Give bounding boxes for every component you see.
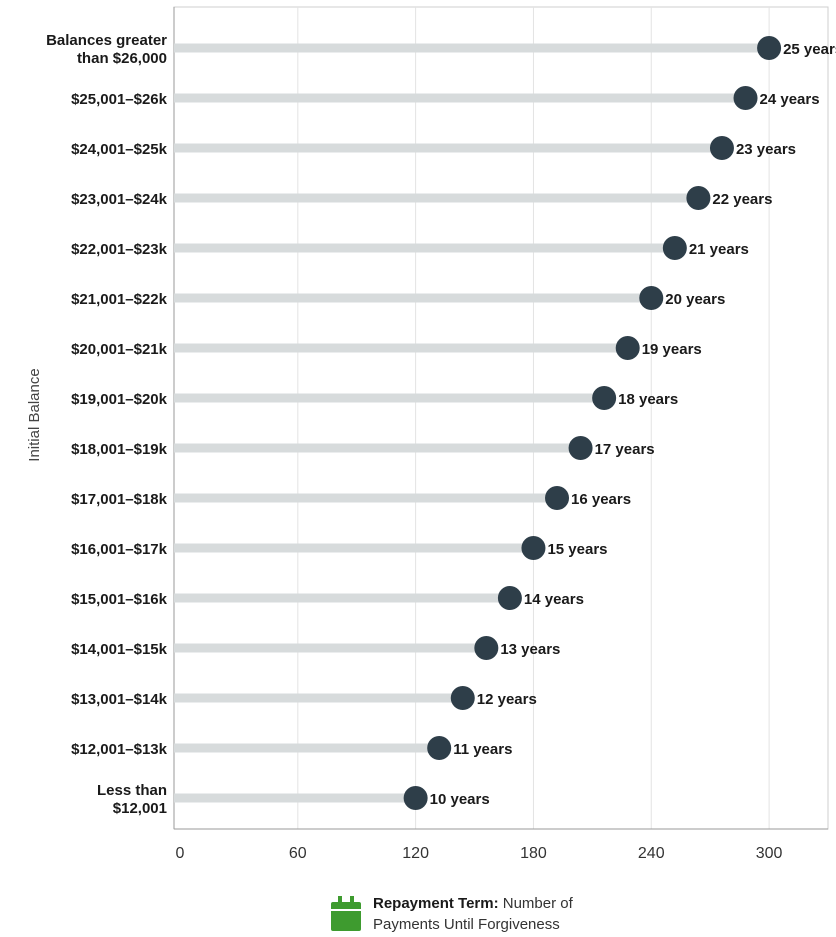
dot-1 xyxy=(733,86,758,110)
dot-11 xyxy=(497,586,522,610)
dot-2 xyxy=(709,136,734,160)
value-label-3: 22 years xyxy=(712,191,772,208)
value-label-15: 10 years xyxy=(430,791,490,808)
dot-13 xyxy=(450,686,475,710)
category-label-4: $22,001–$23k xyxy=(71,241,168,258)
legend: Repayment Term: Number of Payments Until… xyxy=(331,893,603,935)
legend-rest: Number of Payments Until Forgiveness xyxy=(373,895,573,933)
category-label-line: than $26,000 xyxy=(77,50,167,67)
value-label-9: 16 years xyxy=(571,491,631,508)
category-label-line: Less than xyxy=(97,782,167,799)
category-label-line: $12,001 xyxy=(113,800,167,817)
x-tick-label-60: 60 xyxy=(289,845,307,862)
dot-9 xyxy=(545,486,570,510)
category-label-8: $18,001–$19k xyxy=(71,441,168,458)
dot-6 xyxy=(615,336,640,360)
x-tick-label-180: 180 xyxy=(520,845,547,862)
category-label-15: Less than $12,001 xyxy=(97,782,167,817)
x-tick-label-0: 0 xyxy=(176,845,185,862)
calendar-icon xyxy=(331,896,361,932)
category-label-0: Balances greater than $26,000 xyxy=(46,32,167,67)
x-tick-label-120: 120 xyxy=(402,845,429,862)
category-label-11: $15,001–$16k xyxy=(71,591,168,608)
value-label-8: 17 years xyxy=(595,441,655,458)
dot-5 xyxy=(639,286,664,310)
category-label-2: $24,001–$25k xyxy=(71,141,168,158)
category-label-13: $13,001–$14k xyxy=(71,691,168,708)
dot-15 xyxy=(403,786,428,810)
category-label-9: $17,001–$18k xyxy=(71,491,168,508)
value-label-11: 14 years xyxy=(524,591,584,608)
dot-4 xyxy=(662,236,687,260)
category-label-5: $21,001–$22k xyxy=(71,291,168,308)
legend-text: Repayment Term: Number of Payments Until… xyxy=(373,893,603,935)
dot-0 xyxy=(757,36,782,60)
value-label-2: 23 years xyxy=(736,141,796,158)
category-label-line: Balances greater xyxy=(46,32,167,49)
dot-12 xyxy=(474,636,499,660)
value-label-5: 20 years xyxy=(665,291,725,308)
dot-14 xyxy=(427,736,452,760)
dot-10 xyxy=(521,536,546,560)
value-label-14: 11 years xyxy=(453,741,512,758)
value-label-13: 12 years xyxy=(477,691,537,708)
category-label-12: $14,001–$15k xyxy=(71,641,168,658)
legend-bold: Repayment Term: xyxy=(373,895,499,912)
value-label-6: 19 years xyxy=(642,341,702,358)
dot-7 xyxy=(592,386,617,410)
lollipop-chart: 0 60 120 180 240 300 Initial Balance 25 years Ba… xyxy=(26,6,836,862)
x-tick-label-240: 240 xyxy=(638,845,665,862)
value-label-0: 25 years xyxy=(783,41,836,58)
category-label-7: $19,001–$20k xyxy=(71,391,168,408)
category-label-10: $16,001–$17k xyxy=(71,541,168,558)
y-axis-title: Initial Balance xyxy=(26,368,43,461)
dot-8 xyxy=(568,436,593,460)
value-label-12: 13 years xyxy=(500,641,560,658)
category-label-14: $12,001–$13k xyxy=(71,741,168,758)
x-tick-label-300: 300 xyxy=(756,845,783,862)
category-label-3: $23,001–$24k xyxy=(71,191,168,208)
value-label-10: 15 years xyxy=(547,541,607,558)
category-label-6: $20,001–$21k xyxy=(71,341,168,358)
value-label-7: 18 years xyxy=(618,391,678,408)
value-label-4: 21 years xyxy=(689,241,749,258)
category-label-1: $25,001–$26k xyxy=(71,91,168,108)
dot-3 xyxy=(686,186,711,210)
value-label-1: 24 years xyxy=(760,91,820,108)
